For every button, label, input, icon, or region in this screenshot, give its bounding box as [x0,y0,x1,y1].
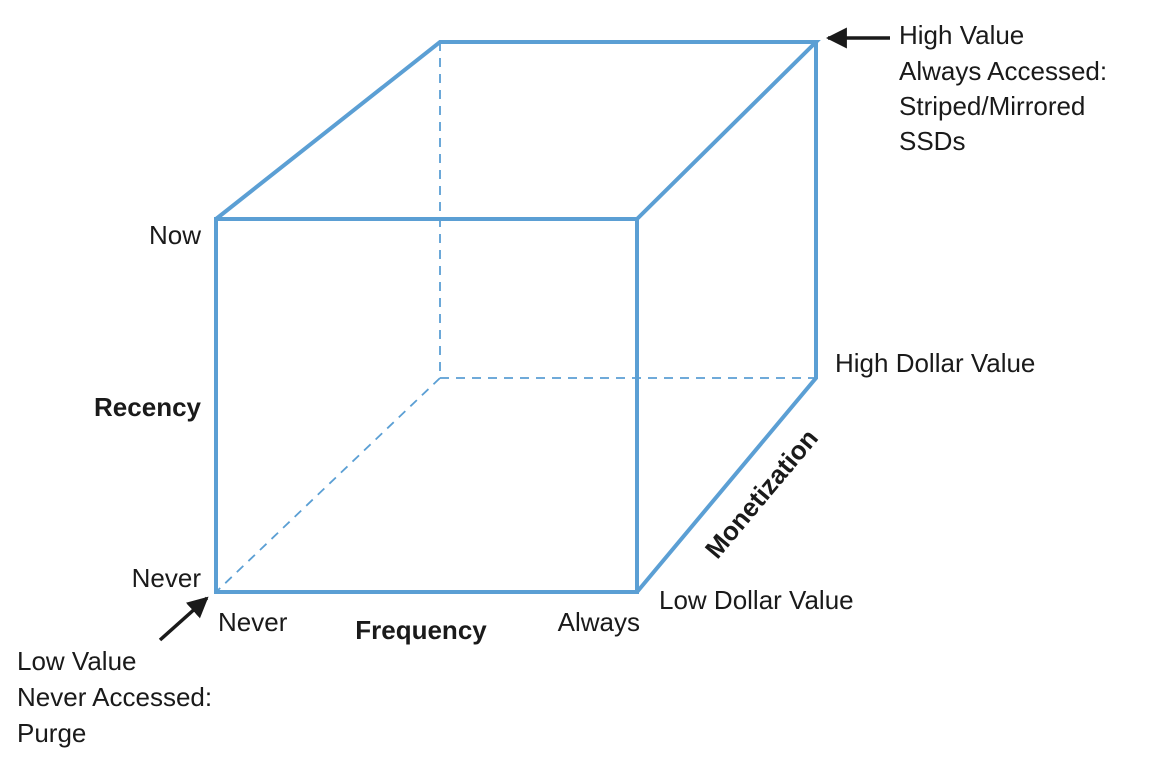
annotation-line: High Value [899,20,1024,50]
monetization-low: Low Dollar Value [659,585,854,615]
annotation-line: Purge [17,718,86,748]
annotation-line: Never Accessed: [17,682,212,712]
right-face [635,42,818,594]
frequency-high: Always [558,607,640,637]
arrow [158,596,209,642]
recency-low: Never [132,563,202,593]
recency-high: Now [149,220,201,250]
annotation: High Value Always Accessed: Striped/Mirr… [899,20,1107,156]
annotation-line: Low Value [17,646,137,676]
frequency-low: Never [218,607,288,637]
recency-title: Recency [94,392,201,422]
hidden-edge [215,377,441,593]
front-face [214,217,639,594]
annotation-line: Striped/Mirrored [899,91,1085,121]
cube [214,40,821,594]
annotation: Low Value Never Accessed: Purge [17,646,212,748]
monetization-high: High Dollar Value [835,348,1035,378]
annotation-line: SSDs [899,126,965,156]
frequency-title: Frequency [355,615,487,645]
top-face [214,40,821,221]
annotation-line: Always Accessed: [899,56,1107,86]
